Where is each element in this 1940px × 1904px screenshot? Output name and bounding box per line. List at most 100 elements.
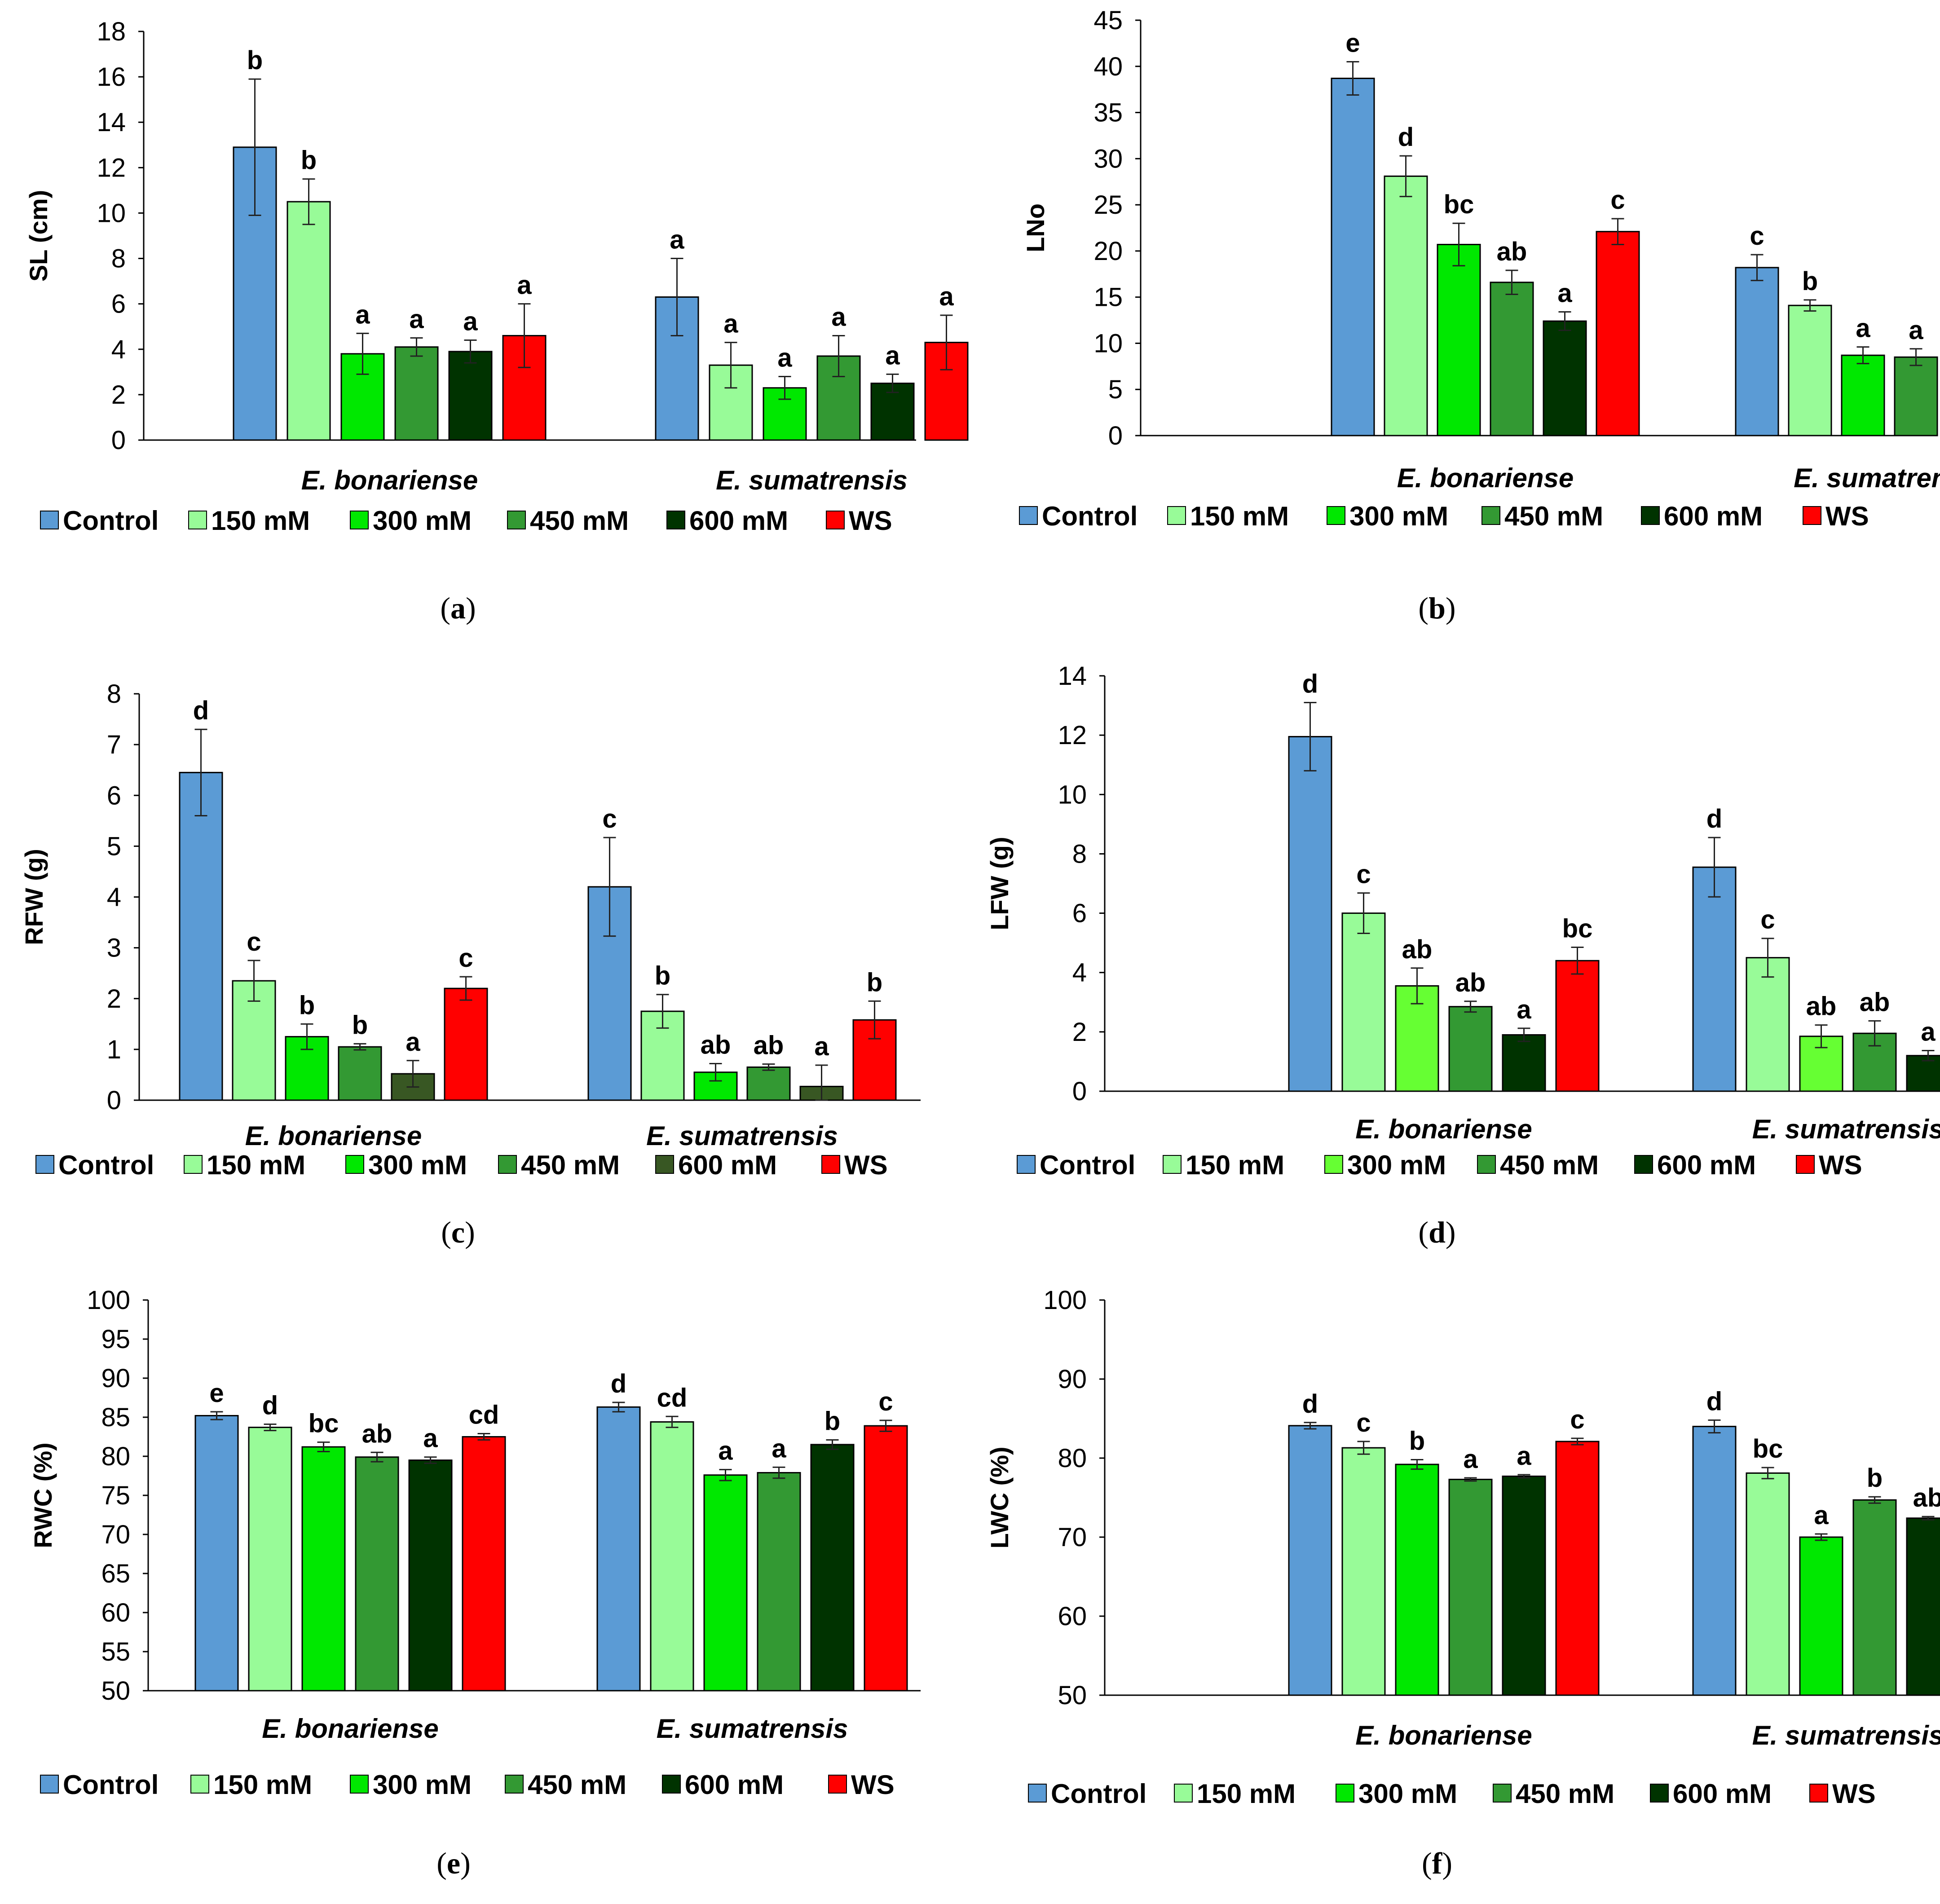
y-tick-label: 8 <box>111 244 126 273</box>
bar <box>1788 304 1832 436</box>
bar <box>1395 1463 1439 1696</box>
significance-letter: d <box>262 1391 278 1420</box>
y-tick-label: 70 <box>101 1520 130 1549</box>
significance-letter: a <box>831 302 846 331</box>
y-tick-label: 80 <box>1058 1444 1087 1473</box>
significance-letter: a <box>1517 995 1531 1024</box>
legend-swatch <box>1809 1784 1828 1803</box>
bar <box>1384 175 1428 436</box>
significance-letter: a <box>423 1424 438 1453</box>
legend-label: 450 mM <box>521 1150 620 1180</box>
significance-letter: d <box>1706 1387 1722 1416</box>
group-label: E. bonariense <box>1355 1720 1532 1750</box>
y-tick-label: 6 <box>107 781 121 810</box>
legend-swatch <box>1803 506 1821 525</box>
y-tick-label: 6 <box>1072 899 1087 928</box>
significance-letter: ab <box>1806 992 1837 1021</box>
bar <box>1746 957 1790 1092</box>
significance-letter: a <box>772 1434 786 1463</box>
group-label: E. sumatrensis <box>657 1714 848 1744</box>
legend-label: WS <box>1832 1779 1876 1809</box>
bar <box>179 771 223 1101</box>
legend-label: 150 mM <box>1190 501 1289 531</box>
bar <box>1555 1441 1600 1696</box>
bar <box>1906 1055 1940 1092</box>
group-label: E. sumatrensis <box>1752 1720 1940 1750</box>
legend-swatch <box>1634 1155 1653 1174</box>
y-tick-label: 7 <box>107 730 121 759</box>
bar <box>650 1421 694 1692</box>
bar <box>1692 866 1737 1092</box>
significance-letter: ab <box>362 1419 392 1448</box>
y-tick-label: 50 <box>1058 1681 1087 1710</box>
legend-swatch <box>821 1155 840 1174</box>
legend-swatch <box>826 511 845 529</box>
significance-letter: a <box>1909 316 1923 345</box>
bar <box>338 1046 382 1101</box>
legend-label: 600 mM <box>678 1150 777 1180</box>
significance-letter: a <box>939 282 954 311</box>
legend-label: 300 mM <box>1358 1779 1457 1809</box>
bar <box>1799 1536 1843 1696</box>
significance-letter: a <box>1856 314 1870 343</box>
legend-label: 600 mM <box>1673 1779 1772 1809</box>
bar <box>285 1036 329 1101</box>
legend-label: 150 mM <box>211 506 310 536</box>
legend-swatch <box>40 511 59 529</box>
legend-label: 300 mM <box>368 1150 467 1180</box>
significance-letter: a <box>1814 1501 1829 1530</box>
legend-label: Control <box>1040 1150 1135 1180</box>
y-axis-title: RFW (g) <box>20 849 48 945</box>
significance-letter: a <box>723 309 738 339</box>
bar <box>1746 1472 1790 1696</box>
legend-swatch <box>350 1775 369 1794</box>
significance-letter: b <box>824 1406 840 1436</box>
y-axis-title: LNo <box>1021 203 1049 252</box>
bar <box>1437 244 1481 436</box>
significance-letter: a <box>409 305 424 334</box>
legend-label: Control <box>1042 501 1138 531</box>
significance-letter: d <box>1398 123 1414 152</box>
bar <box>864 1425 908 1692</box>
group-label: E. sumatrensis <box>1794 463 1940 493</box>
legend-label: 300 mM <box>1347 1150 1446 1180</box>
significance-letter: ab <box>1455 968 1486 997</box>
y-tick-label: 0 <box>1072 1077 1087 1106</box>
bar <box>444 987 488 1101</box>
y-tick-label: 60 <box>101 1598 130 1627</box>
legend-swatch <box>655 1155 674 1174</box>
significance-letter: b <box>1409 1427 1425 1456</box>
bar <box>810 1444 855 1692</box>
y-tick-label: 10 <box>1093 329 1123 358</box>
bar <box>408 1459 453 1692</box>
significance-letter: ab <box>1913 1483 1940 1512</box>
significance-letter: bc <box>309 1409 339 1438</box>
y-tick-label: 8 <box>1072 839 1087 868</box>
y-tick-label: 0 <box>1108 421 1123 450</box>
chart-panel-a: 0 2 4 6 8 10 12 14 16 18 SL (cm) b a b a a a a a a a a a E. bon… <box>24 17 969 536</box>
significance-letter: c <box>602 804 617 833</box>
legend-swatch <box>505 1775 524 1794</box>
legend-swatch <box>1017 1155 1036 1174</box>
legend-label: WS <box>1825 501 1869 531</box>
legend-swatch <box>1650 1784 1669 1803</box>
legend-swatch <box>498 1155 517 1174</box>
legend-label: 600 mM <box>1657 1150 1756 1180</box>
legend-swatch <box>1167 506 1186 525</box>
y-tick-label: 10 <box>97 198 126 228</box>
legend-swatch <box>345 1155 364 1174</box>
group-label: E. sumatrensis <box>1752 1114 1940 1144</box>
y-tick-label: 95 <box>101 1325 130 1354</box>
y-tick-label: 12 <box>97 153 126 182</box>
group-label: E. bonariense <box>245 1121 422 1151</box>
significance-letter: a <box>1921 1017 1936 1046</box>
y-tick-label: 90 <box>101 1364 130 1393</box>
significance-letter: a <box>777 343 792 372</box>
significance-letter: c <box>1356 1408 1371 1437</box>
caption-c: (c) <box>441 1215 475 1249</box>
y-tick-label: 6 <box>111 290 126 319</box>
significance-letter: cd <box>469 1401 499 1430</box>
bar <box>1852 1499 1897 1696</box>
significance-letter: b <box>867 968 882 997</box>
significance-letter: d <box>611 1369 626 1398</box>
